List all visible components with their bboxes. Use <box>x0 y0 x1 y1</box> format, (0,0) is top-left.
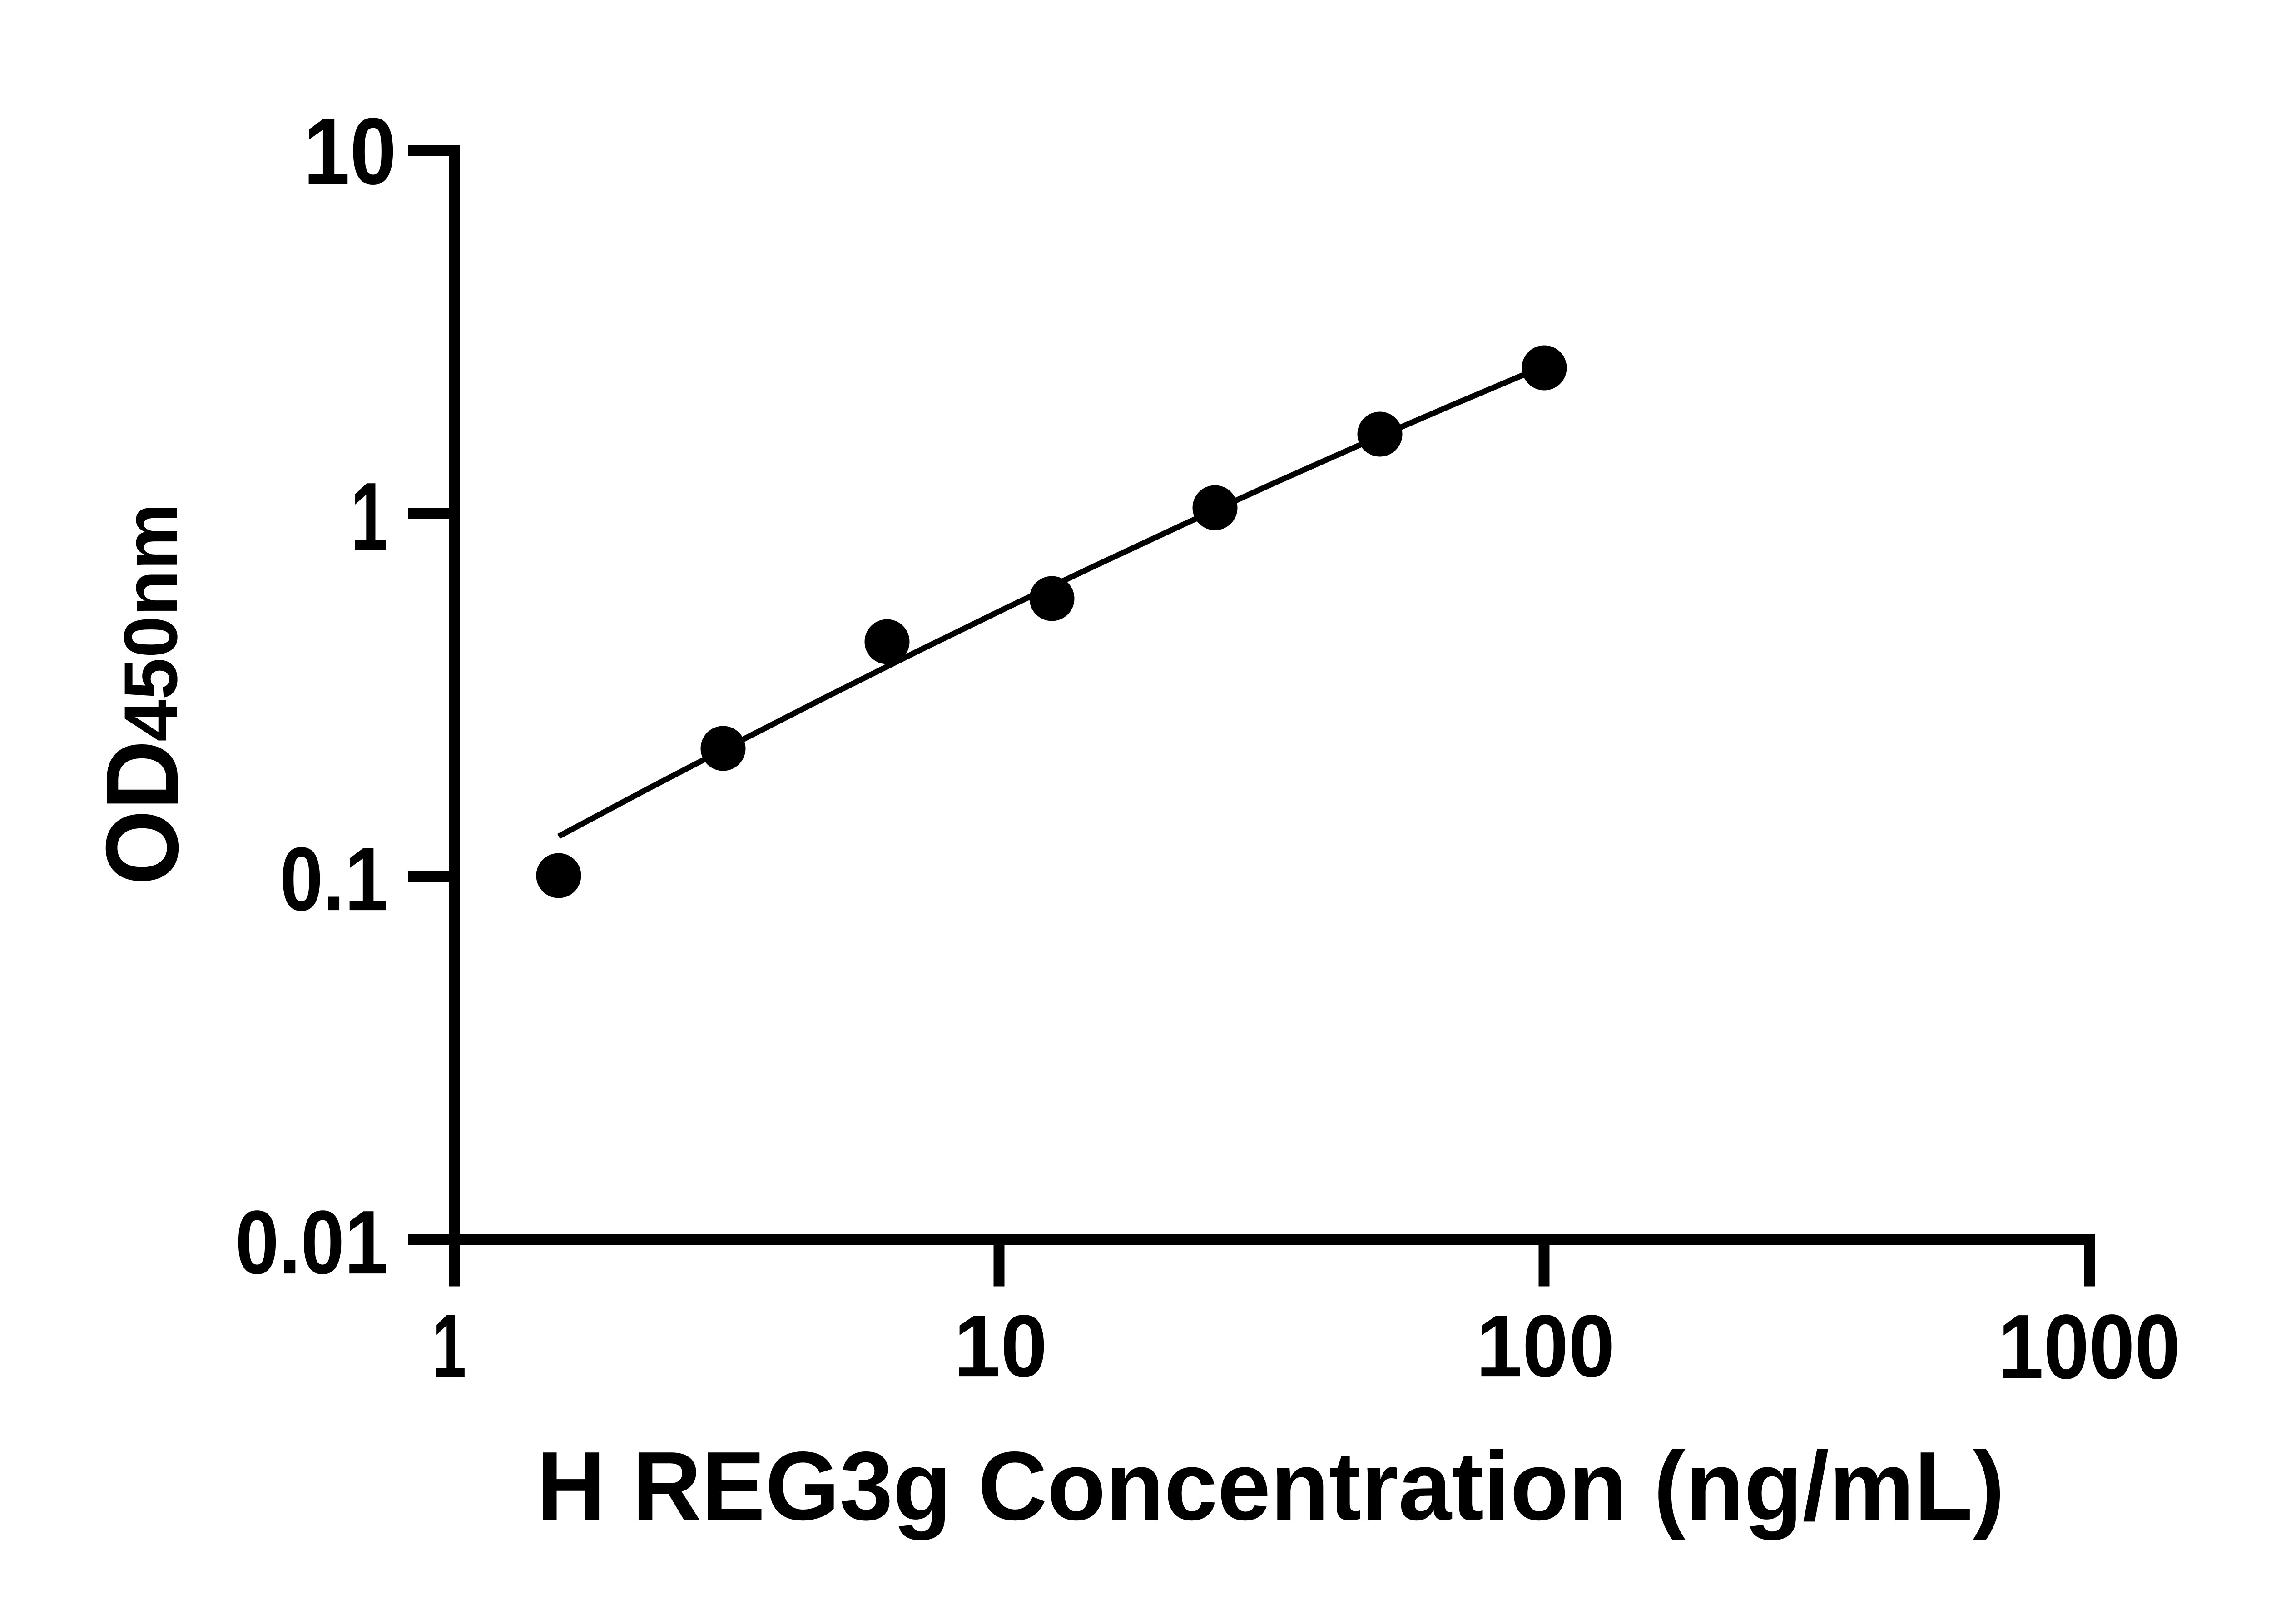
svg-text:1000: 1000 <box>1998 1296 2180 1398</box>
svg-text:OD: OD <box>84 740 200 885</box>
svg-text:H REG3g Concentration (ng/mL): H REG3g Concentration (ng/mL) <box>536 1431 2004 1540</box>
svg-text:450nm: 450nm <box>109 503 193 742</box>
svg-text:0.1: 0.1 <box>280 829 388 930</box>
svg-text:10: 10 <box>954 1297 1047 1396</box>
svg-text:0.01: 0.01 <box>235 1192 388 1293</box>
svg-text:100: 100 <box>1476 1297 1615 1396</box>
svg-text:10: 10 <box>303 98 397 204</box>
svg-text:1: 1 <box>351 462 388 570</box>
svg-text:1: 1 <box>432 1296 466 1397</box>
